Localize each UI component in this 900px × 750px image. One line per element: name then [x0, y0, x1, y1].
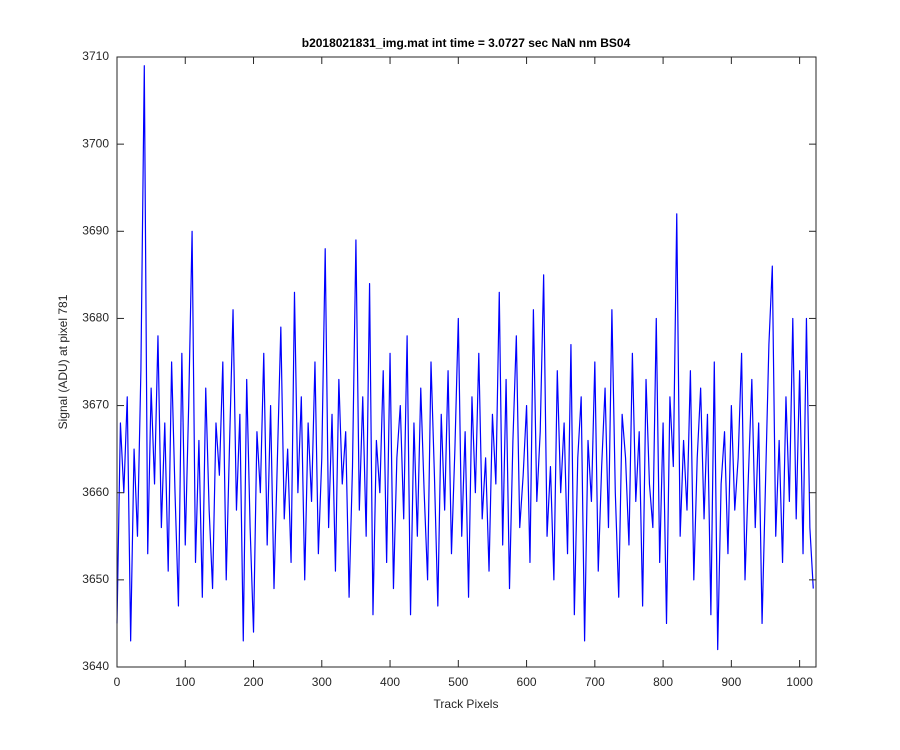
x-tick-label: 100	[175, 675, 195, 689]
y-tick-label: 3680	[82, 311, 109, 325]
y-tick-label: 3670	[82, 398, 109, 412]
x-tick-label: 800	[653, 675, 673, 689]
y-tick-label: 3710	[82, 49, 109, 63]
plot-frame	[116, 56, 817, 668]
x-tick-label: 200	[244, 675, 264, 689]
y-tick-label: 3660	[82, 485, 109, 499]
y-axis-label: Signal (ADU) at pixel 781	[56, 294, 70, 429]
x-tick-label: 1000	[786, 675, 813, 689]
chart-title: b2018021831_img.mat int time = 3.0727 se…	[302, 36, 631, 50]
x-tick-label: 400	[380, 675, 400, 689]
x-tick-label: 900	[721, 675, 741, 689]
y-tick-label: 3700	[82, 136, 109, 150]
y-tick-label: 3690	[82, 223, 109, 237]
x-tick-label: 500	[448, 675, 468, 689]
x-axis-label: Track Pixels	[434, 697, 499, 711]
x-tick-label: 0	[114, 675, 121, 689]
x-tick-label: 300	[312, 675, 332, 689]
x-tick-label: 600	[517, 675, 537, 689]
y-tick-label: 3640	[82, 659, 109, 673]
x-tick-label: 700	[585, 675, 605, 689]
y-tick-label: 3650	[82, 572, 109, 586]
data-line	[116, 65, 814, 651]
